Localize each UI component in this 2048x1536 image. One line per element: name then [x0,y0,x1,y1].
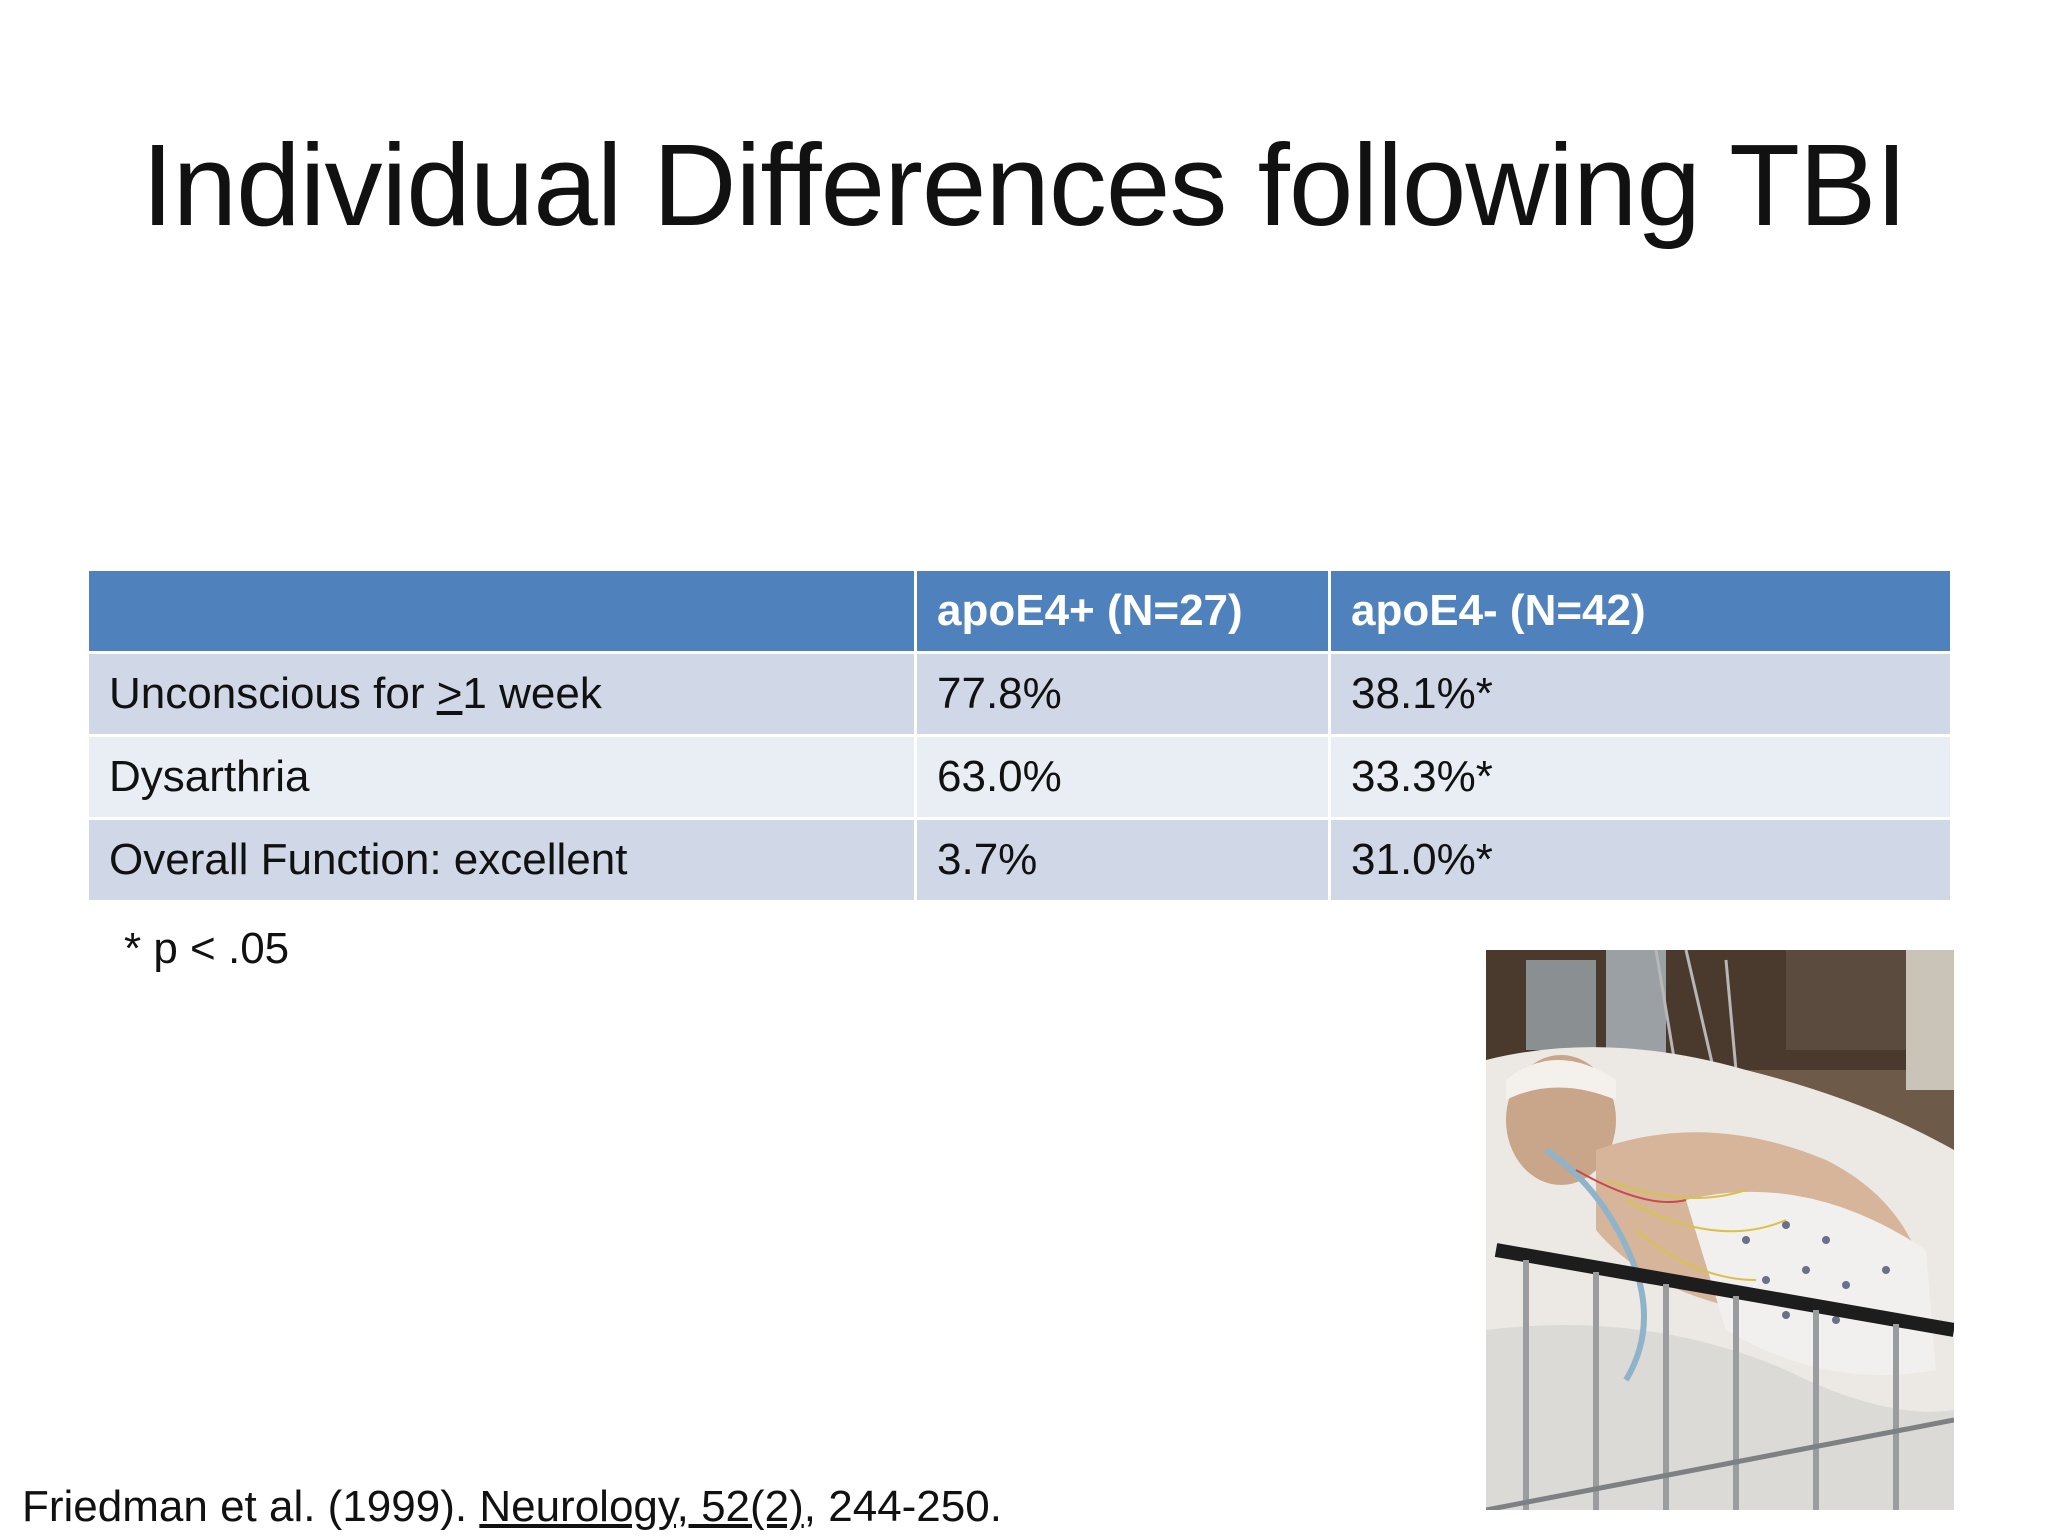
cell-apoe4-negative: 38.1%* [1328,651,1953,737]
row-label-prefix: Unconscious for [109,669,437,718]
row-label: Overall Function: excellent [86,817,917,903]
row-label: Unconscious for >1 week [86,651,917,737]
results-table: apoE4+ (N=27) apoE4- (N=42) Unconscious … [86,568,1953,903]
header-empty-cell [86,568,917,654]
slide-title: Individual Differences following TBI [141,120,1907,250]
header-apoe4-negative: apoE4- (N=42) [1328,568,1953,654]
header-apoe4-positive: apoE4+ (N=27) [914,568,1331,654]
cell-apoe4-positive: 63.0% [914,734,1331,820]
table-row: Unconscious for >1 week 77.8% 38.1%* [86,651,1953,737]
hospital-patient-photo [1486,950,1954,1510]
cell-apoe4-positive: 77.8% [914,651,1331,737]
greater-equal-symbol: > [436,669,463,718]
citation: Friedman et al. (1999). Neurology, 52(2)… [22,1482,1002,1532]
table-row: Overall Function: excellent 3.7% 31.0%* [86,817,1953,903]
table-header-row: apoE4+ (N=27) apoE4- (N=42) [86,568,1953,654]
table-row: Dysarthria 63.0% 33.3%* [86,734,1953,820]
cell-apoe4-negative: 31.0%* [1328,817,1953,903]
citation-authors: Friedman et al. (1999). [22,1482,480,1531]
row-label: Dysarthria [86,734,917,820]
cell-apoe4-positive: 3.7% [914,817,1331,903]
citation-journal: Neurology, 52(2) [479,1482,804,1531]
significance-footnote: * p < .05 [124,924,290,973]
cell-apoe4-negative: 33.3%* [1328,734,1953,820]
citation-pages: , 244-250. [803,1482,1002,1531]
row-label-suffix: 1 week [462,669,602,718]
